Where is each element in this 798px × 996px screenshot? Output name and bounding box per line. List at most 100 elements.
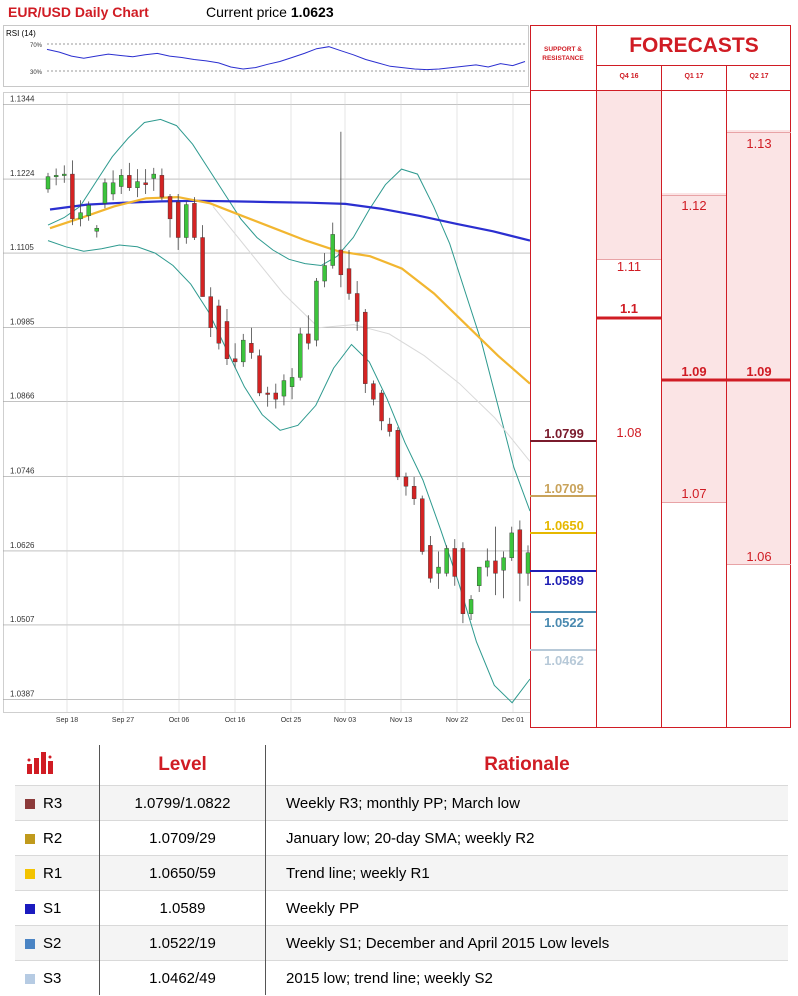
y-tick-label: 1.1105 bbox=[10, 243, 34, 252]
indicator-line bbox=[47, 118, 531, 512]
candle-body bbox=[420, 498, 425, 552]
candle-body bbox=[184, 204, 189, 238]
candle-body bbox=[159, 175, 165, 198]
sr-level-4: 1.0522 bbox=[544, 615, 584, 630]
row-rationale: Weekly S1; December and April 2015 Low l… bbox=[265, 925, 788, 961]
candle-body bbox=[379, 392, 384, 422]
color-swatch bbox=[25, 833, 35, 844]
candle-body bbox=[371, 383, 376, 400]
candle-body bbox=[509, 532, 514, 558]
row-level: 1.0650/59 bbox=[99, 855, 266, 891]
current-price: Current price 1.0623 bbox=[206, 4, 334, 20]
color-swatch bbox=[25, 938, 35, 949]
row-rationale: Weekly PP bbox=[265, 890, 788, 926]
candle-body bbox=[338, 249, 344, 276]
candle-body bbox=[208, 296, 213, 328]
panel-border bbox=[530, 25, 791, 728]
candle-body bbox=[110, 182, 116, 195]
candle-body bbox=[493, 560, 498, 574]
quarter-label-q2: Q2 17 bbox=[749, 73, 769, 80]
y-tick-label: 1.0746 bbox=[10, 466, 35, 475]
rsi-70-label: 70% bbox=[30, 43, 43, 49]
candle-body bbox=[468, 599, 474, 614]
x-tick-label: Nov 13 bbox=[390, 717, 412, 724]
quarter-label-q4: Q4 16 bbox=[619, 73, 639, 80]
row-level: 1.0709/29 bbox=[99, 820, 266, 856]
current-price-value: 1.0623 bbox=[290, 4, 334, 20]
candle-body bbox=[517, 529, 523, 574]
sr-level-2: 1.0650 bbox=[544, 518, 584, 533]
candle-body bbox=[167, 196, 173, 220]
candle-body bbox=[135, 181, 140, 188]
candle-body bbox=[257, 355, 262, 394]
plot-background bbox=[3, 92, 533, 728]
forecast-q1-low: 1.07 bbox=[681, 486, 707, 501]
candle-body bbox=[306, 333, 311, 344]
q1-range-shade bbox=[662, 193, 726, 503]
candle-body bbox=[281, 380, 287, 397]
color-swatch bbox=[25, 973, 35, 984]
candle-body bbox=[232, 358, 238, 363]
level-header: Level bbox=[99, 745, 266, 786]
candle-body bbox=[322, 265, 327, 282]
forecast-q4-high: 1.11 bbox=[616, 259, 642, 274]
y-tick-label: 1.0387 bbox=[10, 690, 35, 699]
candle-body bbox=[289, 377, 295, 387]
candle-body bbox=[192, 203, 197, 238]
y-tick-label: 1.1344 bbox=[10, 94, 35, 103]
rsi-panel bbox=[3, 25, 529, 87]
row-name: R2 bbox=[15, 820, 100, 856]
x-tick-label: Oct 25 bbox=[281, 717, 302, 724]
forecast-q4-low: 1.08 bbox=[616, 425, 642, 440]
candle-body bbox=[216, 305, 222, 344]
candle-body bbox=[175, 201, 181, 238]
indicator-line bbox=[49, 195, 531, 385]
candle-body bbox=[485, 560, 490, 568]
candle-body bbox=[200, 237, 205, 297]
candle-body bbox=[102, 182, 108, 204]
bar-chart-icon bbox=[15, 745, 100, 786]
y-tick-label: 1.0626 bbox=[10, 541, 35, 550]
sr-level-1: 1.0709 bbox=[544, 481, 584, 496]
y-axis-labels: 1.1344 1.1224 1.1105 1.0985 1.0866 1.0746 1.06… bbox=[10, 94, 35, 698]
candle-body bbox=[330, 234, 335, 266]
candle-body bbox=[298, 333, 303, 378]
candle-body bbox=[241, 339, 246, 363]
forecast-q2-high: 1.13 bbox=[746, 136, 772, 151]
row-name: S1 bbox=[15, 890, 100, 926]
candle-body bbox=[460, 548, 466, 614]
candle-body bbox=[387, 423, 392, 432]
candle-body bbox=[363, 311, 368, 384]
row-rationale: Weekly R3; monthly PP; March low bbox=[265, 785, 788, 821]
candle-body bbox=[273, 392, 278, 400]
row-name: S3 bbox=[15, 960, 100, 995]
table-row: R3 1.0799/1.0822 Weekly R3; monthly PP; … bbox=[15, 785, 788, 821]
x-tick-label: Oct 16 bbox=[225, 717, 246, 724]
candle-body bbox=[119, 175, 124, 187]
candle-body bbox=[151, 173, 156, 179]
rationale-header: Rationale bbox=[265, 745, 788, 786]
sr-title-line1: SUPPORT & bbox=[544, 46, 582, 53]
indicator-line bbox=[212, 206, 531, 462]
candle-body bbox=[265, 392, 270, 395]
forecast-q2-mid: 1.09 bbox=[746, 364, 772, 379]
table-row: S3 1.0462/49 2015 low; trend line; weekl… bbox=[15, 960, 788, 995]
candle-body bbox=[224, 321, 230, 359]
table-row: S1 1.0589 Weekly PP bbox=[15, 890, 788, 926]
row-rationale: Trend line; weekly R1 bbox=[265, 855, 788, 891]
sr-title-line2: RESISTANCE bbox=[542, 55, 584, 63]
x-tick-label: Sep 27 bbox=[112, 717, 134, 724]
current-price-label: Current price bbox=[206, 4, 287, 20]
candle-body bbox=[86, 204, 91, 216]
forecast-q2-low: 1.06 bbox=[746, 549, 772, 564]
color-swatch bbox=[25, 868, 35, 879]
y-tick-label: 1.0985 bbox=[10, 318, 35, 327]
row-name: R1 bbox=[15, 855, 100, 891]
candle-body bbox=[143, 182, 148, 185]
candles bbox=[45, 131, 531, 624]
q2-range-shade bbox=[727, 130, 791, 565]
candle-body bbox=[411, 486, 417, 499]
y-tick-label: 1.0866 bbox=[10, 392, 35, 401]
candle-body bbox=[452, 548, 457, 577]
candle-body bbox=[70, 173, 75, 220]
